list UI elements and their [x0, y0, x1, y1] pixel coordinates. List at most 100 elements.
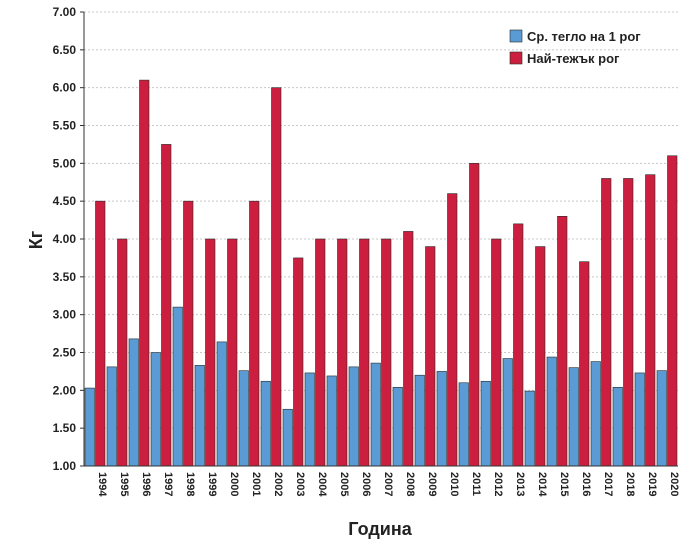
bar-avg-weight	[304, 372, 315, 467]
x-tick-label: 2014	[536, 472, 548, 497]
bar-heaviest-horn	[469, 163, 480, 467]
bar-avg-weight	[546, 356, 557, 467]
bar-heaviest-horn	[183, 200, 194, 467]
bar-heaviest-horn	[425, 246, 436, 467]
bar-avg-weight	[84, 387, 95, 467]
x-tick-label: 2017	[602, 472, 614, 496]
y-tick-label: 7.00	[53, 5, 77, 19]
bar-heaviest-horn	[535, 246, 546, 467]
bar-avg-weight	[634, 372, 645, 467]
y-tick-label: 3.00	[53, 308, 77, 322]
x-tick-label: 2002	[272, 472, 284, 496]
x-tick-label: 2018	[624, 472, 636, 496]
x-tick-label: 2013	[514, 472, 526, 496]
bar-avg-weight	[480, 380, 491, 467]
bar-heaviest-horn	[667, 155, 678, 467]
bar-avg-weight	[282, 408, 293, 467]
x-tick-label: 2015	[558, 472, 570, 496]
x-tick-label: 2008	[404, 472, 416, 496]
legend: Ср. тегло на 1 рог Най-тежък рог	[509, 29, 641, 66]
grid-lines	[80, 11, 678, 467]
y-axis-title: Кг	[26, 230, 46, 249]
y-tick-label: 4.50	[53, 194, 77, 208]
bar-avg-weight	[348, 366, 359, 467]
bar-avg-weight	[238, 370, 249, 467]
x-tick-label: 2007	[382, 472, 394, 496]
legend-label: Най-тежък рог	[527, 51, 620, 66]
x-axis-title: Година	[348, 519, 412, 539]
bar-heaviest-horn	[249, 200, 260, 467]
y-tick-label: 1.50	[53, 421, 77, 435]
y-tick-label: 4.00	[53, 232, 77, 246]
x-tick-label: 2019	[646, 472, 658, 496]
x-tick-label: 1996	[140, 472, 152, 496]
legend-swatch	[509, 51, 523, 65]
x-tick-label: 2012	[492, 472, 504, 496]
y-tick-label: 2.50	[53, 346, 77, 360]
bar-avg-weight	[612, 387, 623, 467]
bar-avg-weight	[502, 358, 513, 467]
bar-heaviest-horn	[293, 257, 304, 467]
bar-avg-weight	[414, 374, 425, 467]
bar-avg-weight	[524, 390, 535, 467]
bar-heaviest-horn	[271, 87, 282, 467]
bar-heaviest-horn	[227, 238, 238, 467]
bar-heaviest-horn	[337, 238, 348, 467]
x-tick-label: 2009	[426, 472, 438, 496]
bar-avg-weight	[172, 306, 183, 467]
x-tick-label: 2016	[580, 472, 592, 496]
x-tick-label: 2020	[668, 472, 680, 496]
x-tick-label: 2000	[228, 472, 240, 496]
x-tick-label: 2001	[250, 472, 262, 496]
bar-avg-weight	[194, 365, 205, 467]
x-tick-label: 1999	[206, 472, 218, 496]
legend-swatch	[509, 29, 523, 43]
legend-label: Ср. тегло на 1 рог	[527, 29, 641, 44]
bar-heaviest-horn	[403, 231, 414, 467]
x-tick-label: 2005	[338, 472, 350, 496]
bar-avg-weight	[370, 362, 381, 467]
x-tick-labels: 1994 1995 1996 1997 1998 1999 2000 2001 2002 2003…	[96, 472, 680, 497]
x-tick-label: 1998	[184, 472, 196, 496]
bar-heaviest-horn	[117, 238, 128, 467]
y-tick-label: 6.00	[53, 81, 77, 95]
bars	[84, 79, 678, 467]
x-tick-label: 2004	[316, 472, 328, 497]
bar-heaviest-horn	[513, 223, 524, 467]
x-tick-label: 2010	[448, 472, 460, 496]
y-tick-label: 6.50	[53, 43, 77, 57]
bar-heaviest-horn	[381, 238, 392, 467]
bar-heaviest-horn	[557, 216, 568, 467]
bar-avg-weight	[436, 371, 447, 467]
bar-heaviest-horn	[359, 238, 370, 467]
y-tick-labels: 1.00 1.50 2.00 2.50 3.00 3.50 4.00 4.50 5.00 5.50…	[53, 5, 77, 473]
y-tick-label: 3.50	[53, 270, 77, 284]
bar-heaviest-horn	[161, 144, 172, 467]
bar-avg-weight	[458, 382, 469, 467]
bar-avg-weight	[216, 341, 227, 467]
bar-avg-weight	[150, 352, 161, 467]
y-tick-label: 5.50	[53, 119, 77, 133]
y-tick-label: 1.00	[53, 459, 77, 473]
x-tick-label: 1994	[96, 472, 108, 497]
bar-avg-weight	[106, 366, 117, 467]
bar-heaviest-horn	[579, 261, 590, 467]
bar-avg-weight	[590, 361, 601, 467]
y-tick-label: 5.00	[53, 156, 77, 170]
y-tick-label: 2.00	[53, 383, 77, 397]
x-tick-label: 1997	[162, 472, 174, 496]
bar-avg-weight	[568, 367, 579, 467]
bar-heaviest-horn	[95, 200, 106, 467]
x-tick-label: 1995	[118, 472, 130, 496]
bar-avg-weight	[656, 370, 667, 467]
bar-heaviest-horn	[139, 79, 150, 467]
bar-heaviest-horn	[623, 178, 634, 467]
bar-avg-weight	[326, 375, 337, 467]
bar-avg-weight	[392, 387, 403, 467]
bar-heaviest-horn	[205, 238, 216, 467]
bar-avg-weight	[260, 380, 271, 467]
bar-heaviest-horn	[491, 238, 502, 467]
x-tick-label: 2003	[294, 472, 306, 496]
